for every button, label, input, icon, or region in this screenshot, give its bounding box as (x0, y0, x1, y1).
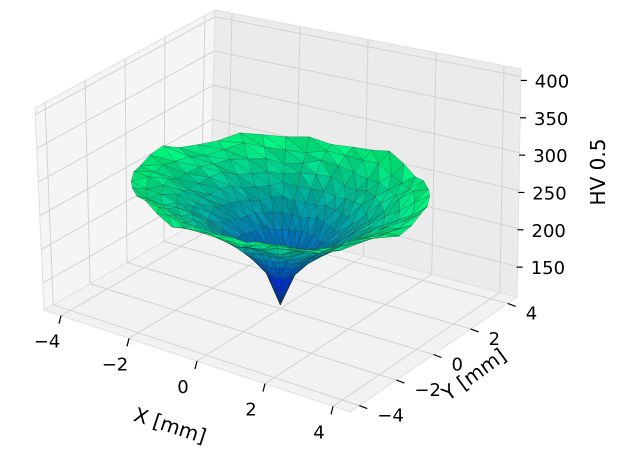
x-tick-label: 2 (245, 400, 256, 421)
surface-mesh (130, 132, 431, 305)
y-tick-label: −2 (414, 380, 441, 401)
z-tick-label: 350 (534, 109, 568, 130)
x-tick-label: −4 (34, 332, 61, 353)
z-axis-label: HV 0.5 (586, 139, 610, 206)
x-tick-label: 4 (313, 422, 324, 443)
y-tick-label: 4 (526, 303, 537, 324)
y-grid-line (163, 37, 471, 330)
z-grid-line (38, 84, 520, 183)
y-axis-label: Y [mm] (436, 343, 510, 406)
x-tick-mark (126, 338, 130, 347)
z-tick-label: 200 (532, 221, 566, 242)
x-tick-mark (58, 315, 62, 324)
x-tick-mark (262, 383, 266, 392)
x-tick-label: −2 (102, 354, 129, 375)
left-wall-pane (34, 9, 216, 311)
x-grid-line (264, 52, 437, 385)
y-tick-mark (359, 405, 368, 410)
z-grid-line (35, 16, 521, 116)
y-tick-label: −4 (377, 406, 404, 427)
surface-facet (253, 241, 277, 247)
y-tick-mark (507, 302, 516, 307)
z-grid-line (36, 50, 521, 149)
z-tick-label: 150 (531, 258, 565, 279)
y-grid-line (44, 102, 360, 407)
y-grid-line (84, 80, 397, 381)
tick-marks (58, 79, 527, 415)
x-tick-labels: −4 −2 0 2 4 (34, 332, 325, 444)
surface-facet (276, 245, 301, 250)
y-tick-mark (433, 353, 442, 359)
y-grid-line (124, 58, 434, 355)
y-tick-label: 2 (489, 329, 500, 350)
surface-facet (171, 226, 190, 230)
surface-facet (209, 233, 231, 238)
z-tick-label: 250 (532, 184, 566, 205)
surface-facet (230, 236, 254, 246)
x-axis-label: X [mm] (131, 402, 209, 448)
y-tick-mark (470, 328, 479, 333)
x-tick-mark (330, 406, 334, 415)
z-tick-label: 300 (533, 146, 567, 167)
y-tick-label: 0 (452, 355, 463, 376)
z-grid-line (39, 118, 520, 217)
z-tick-label: 400 (535, 72, 569, 93)
x-grid-line (332, 65, 505, 407)
y-tick-labels: −4 −2 0 2 4 (377, 303, 537, 426)
z-tick-labels: 150 200 250 300 350 400 (531, 72, 569, 280)
x-tick-mark (194, 360, 198, 370)
grid-lines (35, 13, 521, 407)
x-tick-label: 0 (177, 377, 188, 398)
x-grid-line (196, 39, 369, 362)
surface-facet (189, 229, 210, 234)
y-tick-mark (396, 379, 405, 384)
